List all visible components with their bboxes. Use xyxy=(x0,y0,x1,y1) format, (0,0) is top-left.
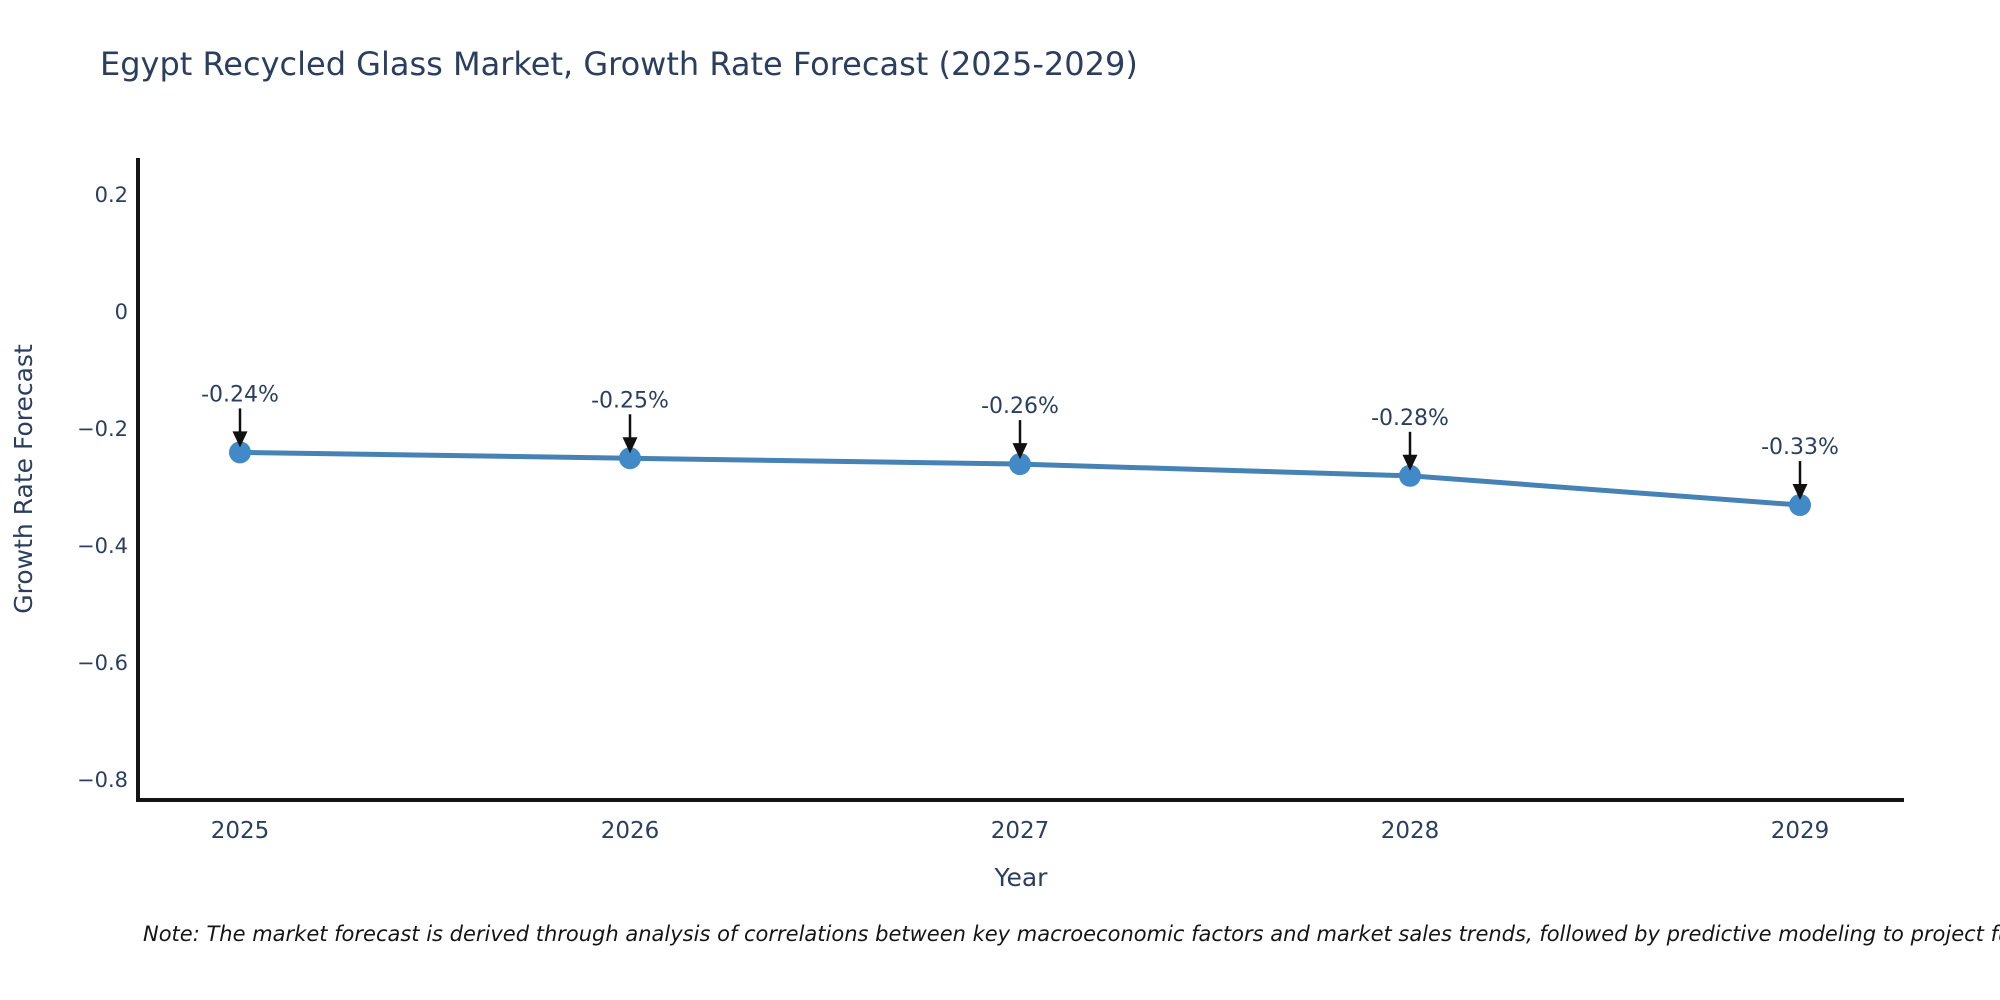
annotation-arrowhead-icon xyxy=(232,431,248,448)
x-tick-label: 2028 xyxy=(1381,818,1440,844)
y-tick-label: 0.2 xyxy=(95,183,128,207)
x-tick-label: 2027 xyxy=(991,818,1050,844)
footnote: Note: The market forecast is derived thr… xyxy=(143,922,2000,946)
y-tick-label: −0.6 xyxy=(77,651,128,675)
data-point-marker xyxy=(1789,494,1811,517)
y-tick-label: −0.4 xyxy=(77,534,128,558)
annotation-label: -0.24% xyxy=(201,382,279,407)
data-point-marker xyxy=(1399,464,1421,487)
annotation-arrowhead-icon xyxy=(1012,443,1028,460)
data-point-marker xyxy=(619,447,641,470)
data-point-marker xyxy=(229,441,251,464)
axis-spines xyxy=(136,158,1904,802)
y-tick-label: 0 xyxy=(115,300,128,324)
annotation-arrowhead-icon xyxy=(1402,454,1418,471)
annotation-label: -0.26% xyxy=(981,394,1059,419)
x-tick-label: 2029 xyxy=(1771,818,1830,844)
annotation-label: -0.25% xyxy=(591,388,669,413)
x-tick-label: 2025 xyxy=(211,818,270,844)
annotation-arrowhead-icon xyxy=(622,437,638,454)
x-axis-title: Year xyxy=(994,863,1049,892)
y-axis-title: Growth Rate Forecast xyxy=(9,344,38,614)
y-tick-label: −0.2 xyxy=(77,417,128,441)
y-tick-label: −0.8 xyxy=(77,768,128,792)
chart-title: Egypt Recycled Glass Market, Growth Rate… xyxy=(100,45,1138,83)
annotation-label: -0.33% xyxy=(1761,435,1839,460)
x-tick-label: 2026 xyxy=(601,818,660,844)
annotation-label: -0.28% xyxy=(1371,406,1449,431)
annotation-arrowhead-icon xyxy=(1792,484,1808,501)
data-point-marker xyxy=(1009,453,1031,476)
